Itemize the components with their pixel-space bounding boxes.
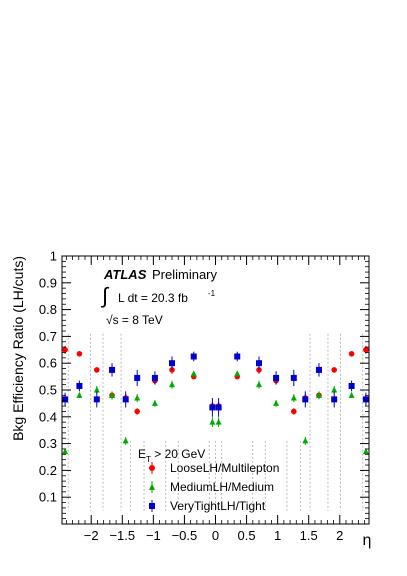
luminosity-unit-sup: -1 bbox=[208, 289, 216, 298]
integral-symbol: ∫ bbox=[100, 283, 110, 308]
loose-point bbox=[134, 408, 140, 415]
y-tick-label: 0.5 bbox=[39, 383, 57, 398]
verytight-point bbox=[168, 360, 175, 367]
verytight-point bbox=[151, 374, 158, 381]
y-tick-label: 0.3 bbox=[39, 436, 57, 451]
medium-point bbox=[273, 399, 280, 406]
medium-point bbox=[256, 381, 263, 388]
y-tick-label: 0.4 bbox=[39, 409, 57, 424]
y-tick-label: 0.2 bbox=[39, 463, 57, 478]
medium-point bbox=[209, 418, 216, 425]
legend-header-rest: > 20 GeV bbox=[151, 447, 205, 461]
series-medium bbox=[62, 370, 369, 455]
y-tick-label: 0.8 bbox=[39, 302, 57, 317]
bin-boundaries bbox=[67, 333, 364, 511]
loose-point bbox=[331, 367, 337, 373]
legend-header-sub: T bbox=[146, 455, 151, 464]
medium-point bbox=[348, 391, 355, 398]
verytight-point bbox=[215, 404, 222, 411]
verytight-point bbox=[348, 382, 355, 389]
legend: ET > 20 GeV LooseLH/Multilepton MediumLH… bbox=[138, 447, 279, 513]
y-tick-label: 1 bbox=[50, 249, 57, 264]
preliminary-text: Preliminary bbox=[152, 267, 218, 282]
legend-entry-medium: MediumLH/Medium bbox=[149, 480, 274, 494]
legend-loose-label: LooseLH/Multilepton bbox=[170, 461, 279, 475]
x-tick-label: −1 bbox=[146, 528, 161, 543]
verytight-point bbox=[273, 374, 280, 381]
legend-verytight-marker bbox=[149, 503, 155, 509]
medium-point bbox=[134, 394, 141, 401]
medium-point bbox=[122, 437, 129, 444]
loose-point bbox=[76, 351, 83, 357]
medium-point bbox=[93, 386, 100, 393]
verytight-point bbox=[234, 353, 241, 360]
x-tick-label: −1.5 bbox=[109, 528, 135, 543]
x-tick-label: 0 bbox=[212, 528, 219, 543]
medium-point bbox=[168, 381, 175, 388]
legend-loose-marker bbox=[149, 465, 155, 471]
loose-point bbox=[348, 351, 355, 357]
y-tick-label: 0.1 bbox=[39, 490, 57, 505]
medium-point bbox=[190, 370, 197, 377]
medium-point bbox=[331, 386, 338, 393]
loose-point bbox=[62, 347, 68, 353]
medium-point bbox=[234, 370, 241, 377]
medium-point bbox=[215, 418, 222, 425]
y-tick-label: 0.6 bbox=[39, 356, 57, 371]
medium-point bbox=[315, 391, 322, 398]
data-points bbox=[62, 345, 369, 455]
luminosity-text: L dt = 20.3 fb bbox=[118, 291, 188, 305]
verytight-point bbox=[290, 374, 297, 381]
legend-verytight-label: VeryTightLH/Tight bbox=[170, 499, 266, 513]
loose-point bbox=[169, 367, 175, 373]
medium-point bbox=[76, 391, 83, 398]
series-loose bbox=[62, 345, 369, 415]
legend-medium-marker bbox=[149, 483, 155, 490]
medium-point bbox=[151, 399, 158, 406]
axes: −2 −1.5 −1 −0.5 0 0.5 1 1.5 2 0.1 0.2 0.3 0.4 0.5 0.6 0… bbox=[39, 249, 369, 543]
x-tick-label: 1.5 bbox=[300, 528, 318, 543]
medium-point bbox=[302, 437, 309, 444]
x-tick-label: −0.5 bbox=[172, 528, 198, 543]
verytight-point bbox=[134, 374, 141, 381]
verytight-point bbox=[315, 366, 322, 373]
legend-entry-loose: LooseLH/Multilepton bbox=[149, 461, 279, 475]
verytight-point bbox=[362, 396, 369, 403]
x-tick-label: 1 bbox=[274, 528, 281, 543]
energy-text: √s = 8 TeV bbox=[106, 313, 163, 327]
medium-point bbox=[362, 448, 369, 455]
y-tick-label: 0.7 bbox=[39, 329, 57, 344]
medium-point bbox=[290, 394, 297, 401]
verytight-point bbox=[122, 396, 129, 403]
atlas-text: ATLAS bbox=[103, 267, 147, 282]
verytight-point bbox=[209, 404, 216, 411]
medium-point bbox=[62, 448, 69, 455]
verytight-point bbox=[190, 353, 197, 360]
series-verytight bbox=[62, 351, 369, 417]
verytight-point bbox=[256, 360, 263, 367]
verytight-point bbox=[331, 396, 338, 403]
verytight-point bbox=[62, 396, 69, 403]
x-tick-label: 2 bbox=[336, 528, 343, 543]
legend-medium-label: MediumLH/Medium bbox=[170, 480, 274, 494]
verytight-point bbox=[109, 366, 116, 373]
y-tick-label: 0.9 bbox=[39, 275, 57, 290]
verytight-point bbox=[93, 396, 100, 403]
loose-point bbox=[363, 347, 369, 353]
legend-header-main: E bbox=[138, 447, 146, 461]
atlas-label: ATLAS Preliminary ∫ L dt = 20.3 fb -1 √s… bbox=[100, 267, 218, 327]
medium-point bbox=[109, 391, 116, 398]
verytight-point bbox=[76, 382, 83, 389]
loose-point bbox=[291, 408, 297, 415]
legend-entry-verytight: VeryTightLH/Tight bbox=[149, 499, 266, 513]
y-axis-label: Bkg Efficiency Ratio (LH/cuts) bbox=[10, 256, 26, 441]
x-axis-label: η bbox=[363, 532, 372, 549]
verytight-point bbox=[302, 396, 309, 403]
legend-header: ET > 20 GeV bbox=[138, 447, 205, 464]
x-tick-label: −2 bbox=[84, 528, 99, 543]
loose-point bbox=[256, 367, 262, 373]
x-tick-label: 0.5 bbox=[238, 528, 256, 543]
loose-point bbox=[94, 367, 100, 373]
